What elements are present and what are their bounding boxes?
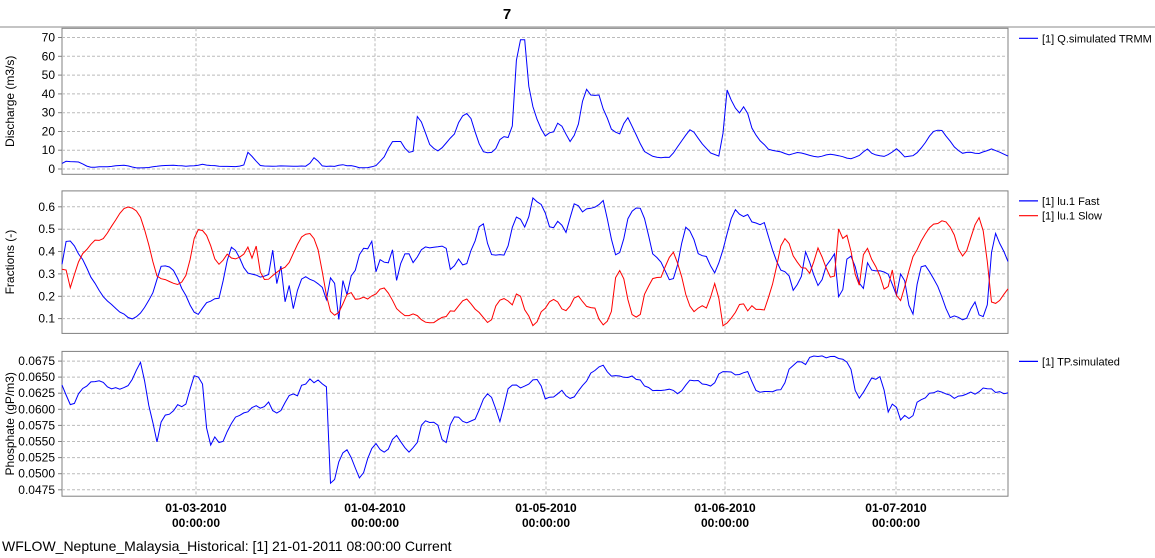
svg-text:60: 60 <box>42 49 56 63</box>
svg-text:[1] Q.simulated TRMM: [1] Q.simulated TRMM <box>1042 33 1152 45</box>
svg-text:01-06-2010: 01-06-2010 <box>694 501 756 515</box>
svg-text:0.0625: 0.0625 <box>18 386 55 400</box>
svg-text:0.0500: 0.0500 <box>18 467 55 481</box>
svg-text:0.5: 0.5 <box>38 222 55 236</box>
svg-text:0.2: 0.2 <box>38 289 55 303</box>
svg-text:0.0600: 0.0600 <box>18 402 55 416</box>
svg-text:0: 0 <box>48 162 55 176</box>
svg-text:Fractions (-): Fractions (-) <box>3 230 17 295</box>
svg-text:30: 30 <box>42 106 56 120</box>
svg-text:40: 40 <box>42 87 56 101</box>
svg-text:7: 7 <box>503 6 511 23</box>
svg-text:01-04-2010: 01-04-2010 <box>344 501 406 515</box>
svg-text:[1] lu.1 Slow: [1] lu.1 Slow <box>1042 211 1102 223</box>
svg-text:00:00:00: 00:00:00 <box>872 516 920 530</box>
svg-text:01-03-2010: 01-03-2010 <box>165 501 227 515</box>
svg-text:00:00:00: 00:00:00 <box>701 516 749 530</box>
svg-text:01-07-2010: 01-07-2010 <box>865 501 927 515</box>
svg-text:0.0475: 0.0475 <box>18 483 55 497</box>
svg-text:0.0525: 0.0525 <box>18 451 55 465</box>
svg-text:0.0675: 0.0675 <box>18 354 55 368</box>
svg-text:0.0575: 0.0575 <box>18 418 55 432</box>
svg-text:50: 50 <box>42 68 56 82</box>
svg-text:0.3: 0.3 <box>38 267 55 281</box>
svg-text:00:00:00: 00:00:00 <box>351 516 399 530</box>
svg-text:WFLOW_Neptune_Malaysia_Histori: WFLOW_Neptune_Malaysia_Historical: [1] 2… <box>2 538 452 554</box>
svg-text:10: 10 <box>42 143 56 157</box>
svg-text:00:00:00: 00:00:00 <box>522 516 570 530</box>
svg-text:[1] TP.simulated: [1] TP.simulated <box>1042 356 1120 368</box>
svg-text:20: 20 <box>42 125 56 139</box>
svg-text:00:00:00: 00:00:00 <box>172 516 220 530</box>
svg-text:70: 70 <box>42 31 56 45</box>
svg-text:Discharge (m3/s): Discharge (m3/s) <box>3 56 17 147</box>
svg-text:0.4: 0.4 <box>38 245 55 259</box>
svg-text:01-05-2010: 01-05-2010 <box>515 501 577 515</box>
svg-text:[1] lu.1 Fast: [1] lu.1 Fast <box>1042 196 1099 208</box>
svg-text:0.1: 0.1 <box>38 312 55 326</box>
svg-text:0.0550: 0.0550 <box>18 435 55 449</box>
svg-text:0.6: 0.6 <box>38 200 55 214</box>
svg-text:0.0650: 0.0650 <box>18 370 55 384</box>
svg-text:Phosphate (gP/m3): Phosphate (gP/m3) <box>3 372 17 475</box>
